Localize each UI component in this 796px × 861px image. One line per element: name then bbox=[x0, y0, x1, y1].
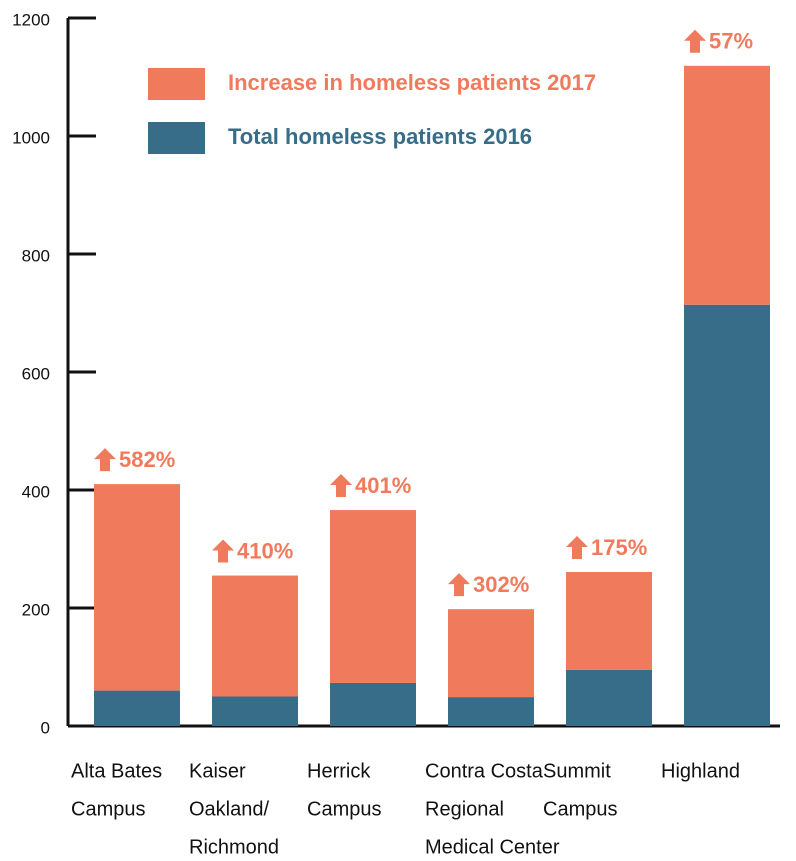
arrow-icon bbox=[212, 539, 234, 563]
increase-label: 401% bbox=[355, 473, 411, 498]
arrow-icon bbox=[684, 29, 706, 53]
x-tick-label: Oakland/ bbox=[189, 798, 269, 820]
increase-label: 175% bbox=[591, 535, 647, 560]
x-tick-label: Highland bbox=[661, 760, 740, 782]
increase-label: 410% bbox=[237, 538, 293, 563]
bar-segment bbox=[94, 690, 180, 726]
y-tick-label: 1200 bbox=[12, 10, 50, 29]
bar-segment bbox=[212, 696, 298, 726]
increase-label: 582% bbox=[119, 447, 175, 472]
x-tick-label: Richmond bbox=[189, 836, 279, 858]
legend-swatch bbox=[148, 122, 205, 154]
legend-label: Total homeless patients 2016 bbox=[228, 124, 532, 149]
bar-segment bbox=[684, 304, 770, 726]
y-tick-label: 0 bbox=[41, 718, 50, 737]
arrow-icon bbox=[94, 448, 116, 472]
x-tick-label: Campus bbox=[307, 798, 381, 820]
y-tick-label: 600 bbox=[22, 364, 50, 383]
y-tick-label: 800 bbox=[22, 246, 50, 265]
bar-segment bbox=[448, 697, 534, 726]
x-tick-label: Contra Costa bbox=[425, 760, 544, 782]
x-tick-label: Alta Bates bbox=[71, 760, 162, 782]
bar-segment bbox=[684, 65, 770, 305]
arrow-icon bbox=[566, 536, 588, 560]
legend-label: Increase in homeless patients 2017 bbox=[228, 70, 596, 95]
bar-segment bbox=[212, 575, 298, 697]
bar-segment bbox=[330, 510, 416, 683]
increase-label: 302% bbox=[473, 572, 529, 597]
x-tick-label: Herrick bbox=[307, 760, 371, 782]
y-tick-label: 400 bbox=[22, 482, 50, 501]
increase-label: 57% bbox=[709, 29, 753, 54]
y-tick-label: 200 bbox=[22, 600, 50, 619]
legend-swatch bbox=[148, 68, 205, 100]
x-tick-label: Regional bbox=[425, 798, 504, 820]
bar-segment bbox=[566, 572, 652, 670]
x-tick-label: Campus bbox=[543, 798, 617, 820]
bar-segment bbox=[566, 669, 652, 726]
bar-segment bbox=[330, 682, 416, 726]
y-tick-label: 1000 bbox=[12, 128, 50, 147]
arrow-icon bbox=[448, 573, 470, 597]
bar-segment bbox=[448, 609, 534, 698]
x-tick-label: Summit bbox=[543, 760, 611, 782]
x-tick-label: Kaiser bbox=[189, 760, 246, 782]
bar-segment bbox=[94, 484, 180, 691]
x-tick-label: Campus bbox=[71, 798, 145, 820]
arrow-icon bbox=[330, 474, 352, 498]
x-tick-label: Medical Center bbox=[425, 836, 560, 858]
